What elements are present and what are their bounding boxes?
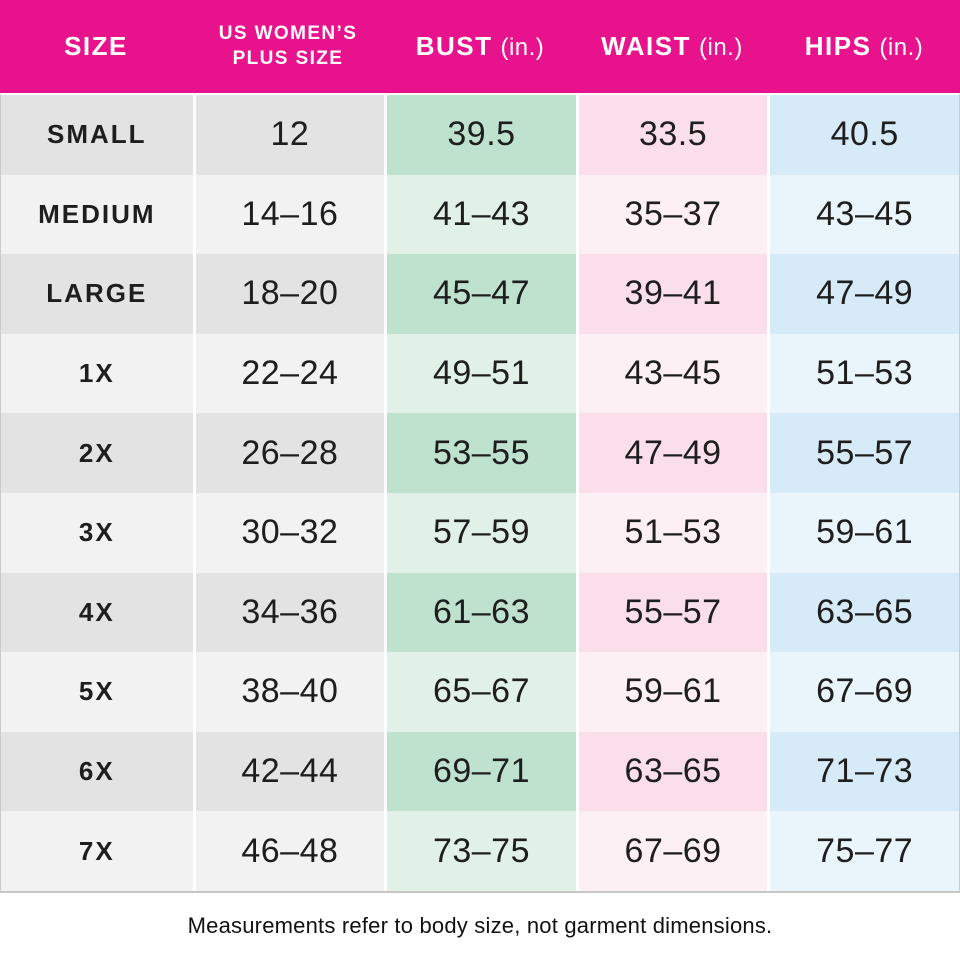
table-row: 6X 42–44 69–71 63–65 71–73 xyxy=(1,731,959,812)
header-plus-size-line1: US WOMEN’S xyxy=(218,22,358,44)
table-row: 1X 22–24 49–51 43–45 51–53 xyxy=(1,333,959,414)
cell-bust: 53–55 xyxy=(384,413,576,493)
cell-waist: 55–57 xyxy=(575,572,768,653)
cell-bust: 69–71 xyxy=(384,731,576,812)
cell-bust: 41–43 xyxy=(384,174,576,255)
cell-hips: 43–45 xyxy=(767,174,959,255)
cell-bust: 57–59 xyxy=(384,492,576,573)
header-size-label: SIZE xyxy=(64,31,128,61)
cell-plus-size: 22–24 xyxy=(192,333,385,414)
header-plus-size-line2: PLUS SIZE xyxy=(232,47,344,69)
header-waist-label: WAIST xyxy=(601,31,691,61)
cell-plus-size: 30–32 xyxy=(192,492,385,573)
cell-size: SMALL xyxy=(1,95,193,175)
cell-hips: 40.5 xyxy=(767,95,959,175)
cell-hips: 63–65 xyxy=(767,572,959,653)
cell-size: 2X xyxy=(1,413,193,493)
cell-size: 7X xyxy=(1,811,193,891)
cell-waist: 47–49 xyxy=(575,413,768,493)
footnote: Measurements refer to body size, not gar… xyxy=(187,912,773,938)
table-row: 2X 26–28 53–55 47–49 55–57 xyxy=(1,413,959,493)
cell-waist: 63–65 xyxy=(575,731,768,812)
cell-hips: 47–49 xyxy=(767,254,959,334)
cell-plus-size: 12 xyxy=(192,95,385,175)
cell-hips: 59–61 xyxy=(767,492,959,573)
cell-bust: 49–51 xyxy=(384,333,576,414)
cell-plus-size: 18–20 xyxy=(192,254,385,334)
cell-bust: 65–67 xyxy=(384,652,576,732)
table-row: 7X 46–48 73–75 67–69 75–77 xyxy=(1,811,959,891)
cell-hips: 51–53 xyxy=(767,333,959,414)
header-cell-plus-size: US WOMEN’S PLUS SIZE xyxy=(192,0,384,93)
header-bust-label: BUST xyxy=(415,31,493,61)
header-waist-unit: (in.) xyxy=(699,34,743,61)
table-row: 3X 30–32 57–59 51–53 59–61 xyxy=(1,492,959,573)
cell-plus-size: 14–16 xyxy=(192,174,385,255)
table-row: MEDIUM 14–16 41–43 35–37 43–45 xyxy=(1,174,959,255)
cell-waist: 33.5 xyxy=(575,95,768,175)
cell-waist: 35–37 xyxy=(575,174,768,255)
header-hips-unit: (in.) xyxy=(879,34,924,61)
table-body: SMALL 12 39.5 33.5 40.5 MEDIUM 14–16 41–… xyxy=(0,93,960,893)
header-cell-bust: BUST (in.) xyxy=(384,0,576,93)
cell-size: 1X xyxy=(1,333,193,414)
cell-hips: 55–57 xyxy=(767,413,959,493)
table-row: 4X 34–36 61–63 55–57 63–65 xyxy=(1,572,959,653)
cell-size: 3X xyxy=(1,492,193,573)
cell-plus-size: 42–44 xyxy=(192,731,385,812)
table-row: SMALL 12 39.5 33.5 40.5 xyxy=(1,95,959,175)
header-bust-unit: (in.) xyxy=(500,34,545,61)
cell-bust: 73–75 xyxy=(384,811,576,891)
cell-hips: 71–73 xyxy=(767,731,959,812)
cell-bust: 39.5 xyxy=(384,95,576,175)
cell-bust: 45–47 xyxy=(384,254,576,334)
header-cell-waist: WAIST (in.) xyxy=(576,0,768,93)
cell-plus-size: 26–28 xyxy=(192,413,385,493)
cell-plus-size: 38–40 xyxy=(192,652,385,732)
table-row: 5X 38–40 65–67 59–61 67–69 xyxy=(1,652,959,732)
cell-plus-size: 34–36 xyxy=(192,572,385,653)
cell-size: 5X xyxy=(1,652,193,732)
cell-plus-size: 46–48 xyxy=(192,811,385,891)
cell-size: 6X xyxy=(1,731,193,812)
cell-size: LARGE xyxy=(1,254,193,334)
cell-hips: 75–77 xyxy=(767,811,959,891)
size-chart: SIZE US WOMEN’S PLUS SIZE BUST (in.) WAI… xyxy=(0,0,960,938)
cell-size: 4X xyxy=(1,572,193,653)
table-row: LARGE 18–20 45–47 39–41 47–49 xyxy=(1,254,959,334)
header-hips-label: HIPS xyxy=(804,31,872,61)
header-cell-size: SIZE xyxy=(0,0,192,93)
cell-bust: 61–63 xyxy=(384,572,576,653)
cell-waist: 51–53 xyxy=(575,492,768,573)
cell-waist: 39–41 xyxy=(575,254,768,334)
cell-hips: 67–69 xyxy=(767,652,959,732)
header-cell-hips: HIPS (in.) xyxy=(768,0,960,93)
cell-size: MEDIUM xyxy=(1,174,193,255)
table-header: SIZE US WOMEN’S PLUS SIZE BUST (in.) WAI… xyxy=(0,0,960,93)
cell-waist: 67–69 xyxy=(575,811,768,891)
cell-waist: 43–45 xyxy=(575,333,768,414)
cell-waist: 59–61 xyxy=(575,652,768,732)
